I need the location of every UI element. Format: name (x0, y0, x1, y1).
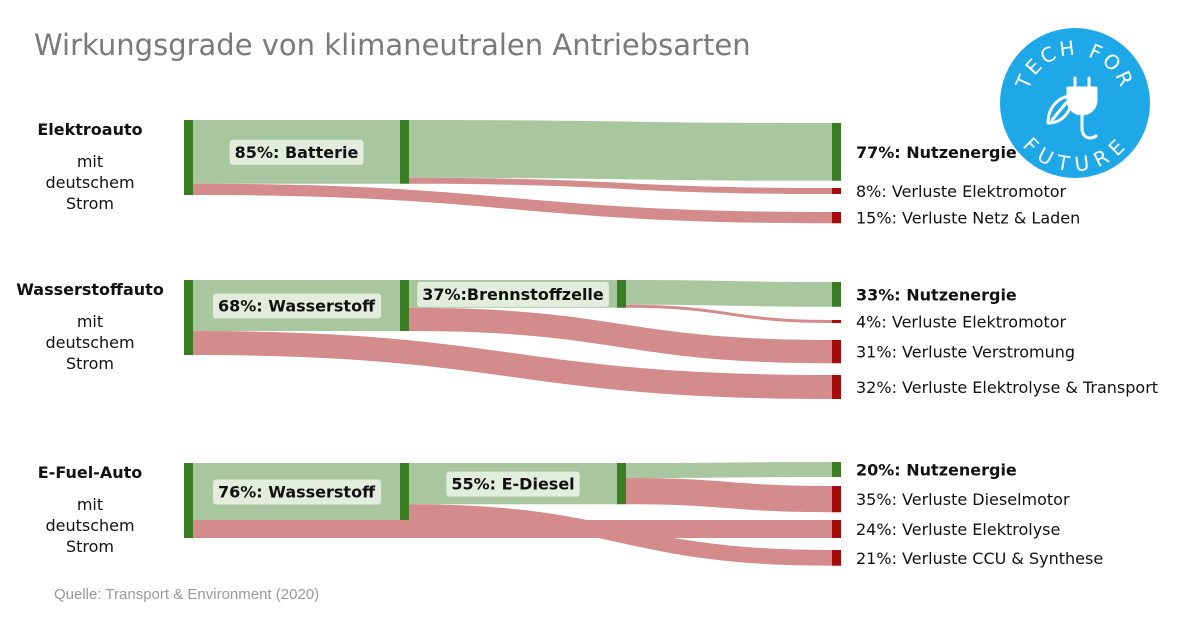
output-node (832, 212, 841, 224)
stage-label-text: 85%: Batterie (235, 143, 359, 162)
flow-loss (409, 307, 832, 364)
vehicle-subtitle: mit deutschem Strom (45, 495, 135, 556)
flow-loss (409, 177, 832, 194)
stage-node (617, 280, 626, 308)
chart-title: Wirkungsgrade von klimaneutralen Antrieb… (34, 28, 751, 62)
source-node (184, 280, 193, 355)
output-node (832, 188, 841, 194)
sankey-diagram: 33%: Nutzenergie 4%: Verluste Elektromoto… (184, 280, 1158, 399)
flow-loss (193, 520, 832, 538)
output-label-loss: 21%: Verluste CCU & Synthese (856, 549, 1103, 568)
output-label-loss: 4%: Verluste Elektromotor (856, 313, 1067, 332)
flow-useful (626, 280, 832, 307)
stage-label-text: 68%: Wasserstoff (218, 297, 376, 316)
vehicle-label-elektroauto: Elektroauto mit deutschem Strom (0, 120, 180, 214)
sankey-diagram: 77%: Nutzenergie 8%: Verluste Elektromoto… (184, 120, 1080, 228)
output-label-loss: 32%: Verluste Elektrolyse & Transport (856, 378, 1158, 397)
vehicle-label-wasserstoffauto: Wasserstoffauto mit deutschem Strom (0, 280, 180, 374)
output-node (832, 375, 841, 399)
flow-useful (626, 462, 832, 478)
svg-text:FUTURE: FUTURE (1018, 133, 1132, 177)
vehicle-subtitle: mit deutschem Strom (45, 312, 135, 373)
output-node (832, 340, 841, 364)
stage-label-bg (212, 479, 382, 505)
output-label-loss: 15%: Verluste Netz & Laden (856, 209, 1080, 228)
stage-label: 68%: Wasserstoff (212, 293, 382, 319)
output-label-loss: 24%: Verluste Elektrolyse (856, 520, 1060, 539)
vehicle-name: E-Fuel-Auto (37, 463, 143, 482)
stage-label-text: 55%: E-Diesel (451, 475, 574, 494)
output-node (832, 320, 841, 323)
vehicle-name: Wasserstoffauto (16, 280, 164, 299)
output-label-loss: 8%: Verluste Elektromotor (856, 182, 1067, 201)
output-label-useful: 77%: Nutzenergie (856, 143, 1017, 162)
plug-leaf-icon (1046, 76, 1098, 140)
source-note: Quelle: Transport & Environment (2020) (54, 586, 320, 603)
flow-loss (626, 478, 832, 513)
stage-node (400, 280, 409, 331)
stage-node (400, 463, 409, 520)
stage-label: 85%: Batterie (229, 139, 364, 165)
flow-loss (409, 504, 832, 566)
stage-label-bg (229, 139, 364, 165)
stage-node (400, 120, 409, 184)
vehicle-subtitle: mit deutschem Strom (45, 152, 135, 213)
source-node (184, 463, 193, 538)
output-node (832, 123, 841, 181)
output-node (832, 520, 841, 538)
stage-label-bg (446, 471, 580, 497)
output-label-useful: 33%: Nutzenergie (856, 285, 1017, 304)
output-node (832, 486, 841, 513)
output-label-loss: 31%: Verluste Verstromung (856, 343, 1075, 362)
output-node (832, 282, 841, 307)
flow-loss (626, 304, 832, 323)
flow-loss (193, 183, 832, 224)
flow-useful (409, 120, 832, 181)
stage-label-text: 76%: Wasserstoff (218, 483, 376, 502)
source-node (184, 120, 193, 195)
stage-label-bg (417, 281, 609, 307)
stage-label: 55%: E-Diesel (446, 471, 580, 497)
badge-text-bottom: FUTURE (1018, 133, 1129, 177)
stage-label-bg (212, 293, 382, 319)
output-node (832, 550, 841, 566)
stage-label: 76%: Wasserstoff (212, 479, 382, 505)
output-node (832, 462, 841, 477)
output-label-useful: 20%: Nutzenergie (856, 461, 1017, 480)
vehicle-label-e-fuel-auto: E-Fuel-Auto mit deutschem Strom (0, 463, 180, 557)
stage-label: 37%:Brennstoffzelle (417, 281, 609, 307)
stage-node (617, 463, 626, 505)
badge-graphic: TECH FOR FUTURE (1010, 35, 1136, 177)
vehicle-name: Elektroauto (37, 120, 143, 139)
sankey-diagram: 20%: Nutzenergie 35%: Verluste Dieselmoto… (184, 461, 1103, 568)
stage-label-text: 37%:Brennstoffzelle (422, 285, 604, 304)
tech-for-future-badge: TECH FOR FUTURE (1000, 28, 1150, 178)
output-label-loss: 35%: Verluste Dieselmotor (856, 490, 1070, 509)
flow-loss (193, 331, 832, 399)
